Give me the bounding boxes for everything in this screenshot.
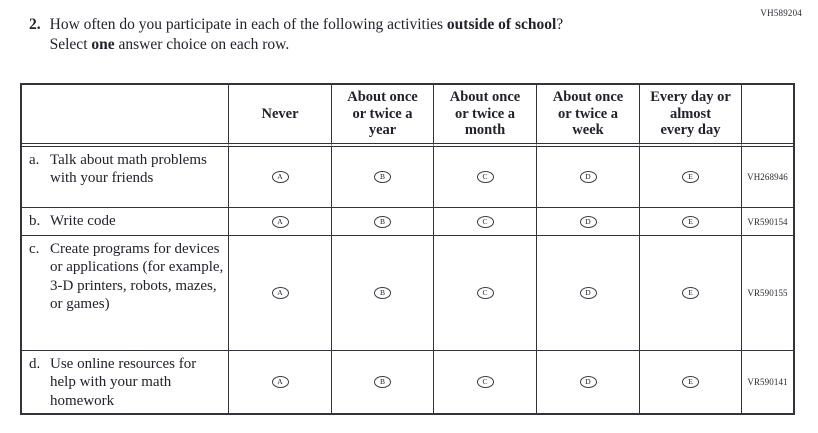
answer-bubble-c-A[interactable]: A <box>271 287 289 299</box>
option-cell-a-everyday: E <box>640 147 742 208</box>
column-header-code-blank <box>742 85 793 147</box>
option-cell-b-everyday: E <box>640 208 742 236</box>
answer-bubble-c-C[interactable]: C <box>476 287 494 299</box>
option-cell-a-never: A <box>229 147 332 208</box>
row-letter-d: d. <box>29 356 41 372</box>
option-cell-d-never: A <box>229 351 332 413</box>
question-text: How often do you participate in each of … <box>50 15 564 56</box>
row-letter-a: a. <box>29 152 40 168</box>
response-matrix-table: Never About once or twice a year About o… <box>20 83 795 415</box>
question-text-end: ? <box>556 16 564 33</box>
question-line-2: Select one answer choice on each row. <box>50 35 564 55</box>
option-cell-b-never: A <box>229 208 332 236</box>
row-label-text-d: Use online resources for help with your … <box>50 356 197 409</box>
row-code-b: VR590154 <box>742 208 793 236</box>
answer-bubble-d-B[interactable]: B <box>374 376 391 388</box>
answer-bubble-d-E[interactable]: E <box>682 376 699 388</box>
answer-bubble-d-A[interactable]: A <box>271 376 289 388</box>
answer-bubble-b-B[interactable]: B <box>374 215 391 228</box>
answer-bubble-a-D[interactable]: D <box>579 171 597 183</box>
row-label-d: d. Use online resources for help with yo… <box>22 351 229 413</box>
question-block: 2. How often do you participate in each … <box>29 15 769 56</box>
answer-bubble-c-E[interactable]: E <box>682 287 699 299</box>
row-label-c: c. Create programs for devices or applic… <box>22 236 229 351</box>
row-code-a: VH268946 <box>742 147 793 208</box>
answer-bubble-c-D[interactable]: D <box>579 287 597 299</box>
row-label-text-b: Write code <box>50 213 116 230</box>
answer-bubble-b-E[interactable]: E <box>682 215 699 228</box>
option-cell-c-year: B <box>332 236 434 351</box>
option-cell-c-everyday: E <box>640 236 742 351</box>
answer-bubble-d-C[interactable]: C <box>476 376 494 388</box>
answer-bubble-b-A[interactable]: A <box>271 215 289 228</box>
question-text-plain: How often do you participate in each of … <box>49 16 447 33</box>
answer-bubble-b-D[interactable]: D <box>579 215 597 228</box>
select-text-end: answer choice on each row. <box>114 36 290 54</box>
option-cell-b-month: C <box>434 208 537 236</box>
column-header-activity-blank <box>22 85 229 147</box>
row-label-text-c: Create programs for devices or applicati… <box>50 241 224 312</box>
option-cell-a-week: D <box>537 147 640 208</box>
column-header-once-twice-month: About once or twice a month <box>434 85 537 147</box>
option-cell-a-month: C <box>434 147 537 208</box>
option-cell-d-year: B <box>332 351 434 413</box>
row-letter-c: c. <box>29 241 40 257</box>
option-cell-c-never: A <box>229 236 332 351</box>
form-code: VH589204 <box>760 8 802 18</box>
column-header-once-twice-week: About once or twice a week <box>537 85 640 147</box>
question-number: 2. <box>29 16 41 33</box>
option-cell-b-year: B <box>332 208 434 236</box>
answer-bubble-a-C[interactable]: C <box>476 171 494 183</box>
row-code-c: VR590155 <box>742 236 793 351</box>
question-line-1: How often do you participate in each of … <box>50 15 564 35</box>
column-header-never: Never <box>229 85 332 147</box>
row-label-a: a. Talk about math problems with your fr… <box>22 147 229 208</box>
answer-bubble-a-E[interactable]: E <box>682 171 699 183</box>
option-cell-a-year: B <box>332 147 434 208</box>
row-code-d: VR590141 <box>747 377 788 387</box>
answer-bubble-c-B[interactable]: B <box>374 287 391 299</box>
question-text-bold: outside of school <box>446 16 557 33</box>
option-cell-d-week: D <box>537 351 640 413</box>
answer-bubble-b-C[interactable]: C <box>476 215 494 228</box>
answer-bubble-a-B[interactable]: B <box>374 171 391 183</box>
option-cell-c-week: D <box>537 236 640 351</box>
answer-bubble-a-A[interactable]: A <box>271 171 289 183</box>
option-cell-d-everyday: E <box>640 351 742 413</box>
answer-bubble-d-D[interactable]: D <box>579 376 597 388</box>
option-cell-c-month: C <box>434 236 537 351</box>
row-label-b: b. Write code <box>22 208 229 236</box>
column-header-every-day: Every day or almost every day <box>640 85 742 147</box>
select-text-bold: one <box>91 36 115 54</box>
option-cell-d-month: C <box>434 351 537 413</box>
row-label-text-a: Talk about math problems with your frien… <box>50 152 207 187</box>
select-text-plain: Select <box>49 36 92 54</box>
row-letter-b: b. <box>29 213 41 230</box>
option-cell-b-week: D <box>537 208 640 236</box>
column-header-once-twice-year: About once or twice a year <box>332 85 434 147</box>
